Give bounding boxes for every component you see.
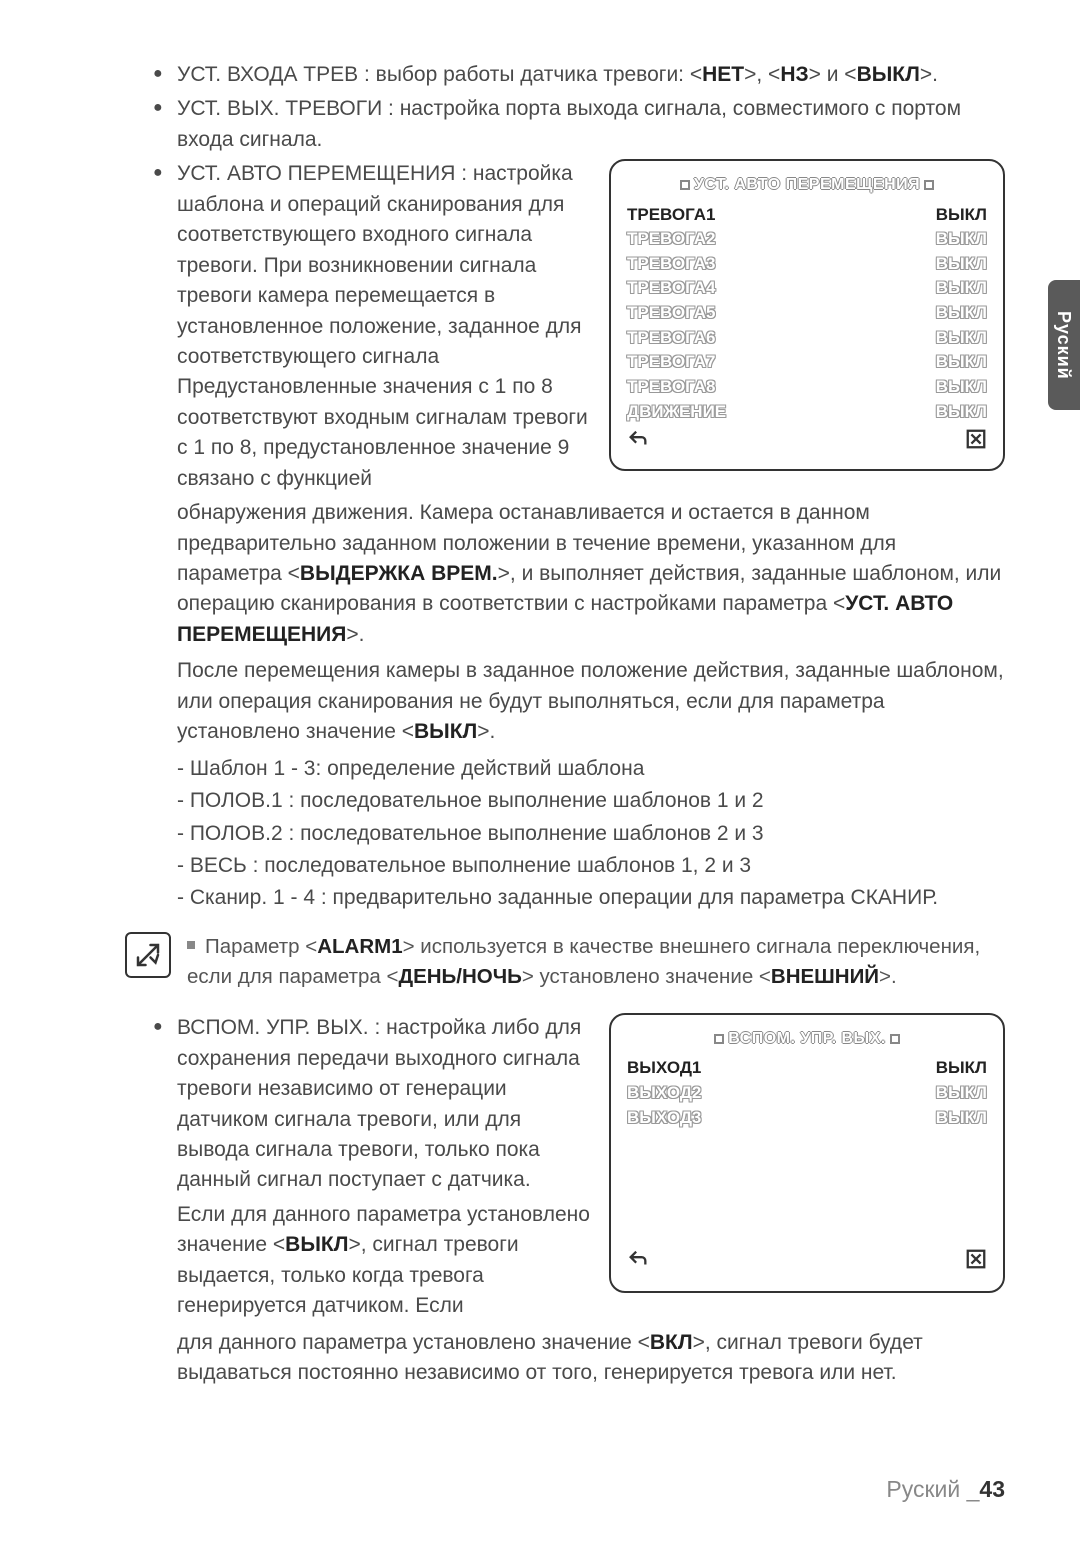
osd-row-value: ВЫКЛ [936,227,987,252]
text: > установлено значение < [522,965,771,988]
list-item: - Шаблон 1 - 3: определение действий шаб… [177,754,1005,784]
paragraph: обнаружения движения. Камера останавлива… [125,498,1005,650]
osd-row-label: ТРЕВОГА1 [627,203,715,228]
text: УСТ. ВХОДА ТРЕВ : выбор работы датчика т… [177,63,702,86]
side-tab: Руский [1048,280,1080,410]
osd-row-value: ВЫКЛ [936,400,987,425]
list-item: - ВЕСЬ : последовательное выполнение шаб… [177,851,1005,881]
bold: НЕТ [702,63,744,86]
list-item: - Сканир. 1 - 4 : предварительно заданны… [177,883,1005,913]
bullet-item: УСТ. АВТО ПЕРЕМЕЩЕНИЯ : настройка шаблон… [125,159,591,494]
text: >. [879,965,897,988]
bullet-item: ВСПОМ. УПР. ВЫХ. : настройка либо для со… [125,1013,591,1196]
bold: НЗ [780,63,808,86]
paragraph: для данного параметра установлено значен… [125,1328,1005,1389]
bold: ALARM1 [317,935,402,958]
osd-row-label: ВЫХОД2 [627,1081,701,1106]
page-footer: Руский _43 [886,1476,1005,1503]
osd-row-label: ТРЕВОГА6 [627,326,715,351]
osd-row-label: ТРЕВОГА7 [627,350,715,375]
osd-row-label: ДВИЖЕНИЕ [627,400,726,425]
note: Параметр <ALARM1> используется в качеств… [125,932,1005,991]
list-item: - ПОЛОВ.1 : последовательное выполнение … [177,786,1005,816]
osd-panel-aux-out: ВСПОМ. УПР. ВЫХ. ВЫХОД1ВЫКЛВЫХОД2ВЫКЛВЫХ… [609,1013,1005,1293]
close-icon [965,428,987,459]
bold: ВНЕШНИЙ [771,965,879,988]
osd-title: ВСПОМ. УПР. ВЫХ. [627,1027,987,1050]
bold: ВЫКЛ [857,63,920,86]
osd-row: ТРЕВОГА4 ВЫКЛ [627,276,987,301]
osd-row-value: ВЫКЛ [936,252,987,277]
paragraph: После перемещения камеры в заданное поло… [125,656,1005,747]
bullet-item: УСТ. ВЫХ. ТРЕВОГИ : настройка порта выхо… [125,94,1005,155]
back-icon [627,1248,649,1279]
osd-row: ТРЕВОГА2 ВЫКЛ [627,227,987,252]
osd-row: ВЫХОД1 ВЫКЛ [627,1056,987,1081]
osd-row: ВЫХОД2 ВЫКЛ [627,1081,987,1106]
osd-row: ВЫХОД3 ВЫКЛ [627,1106,987,1131]
osd-row-label: ТРЕВОГА2 [627,227,715,252]
osd-row-label: ТРЕВОГА4 [627,276,715,301]
osd-row-value: ВЫКЛ [936,326,987,351]
bullet-item: УСТ. ВХОДА ТРЕВ : выбор работы датчика т… [125,60,1005,90]
close-icon [965,1248,987,1279]
osd-row-label: ВЫХОД1 [627,1056,701,1081]
osd-row-value: ВЫКЛ [936,375,987,400]
osd-row-value: ВЫКЛ [936,1056,987,1081]
osd-row-value: ВЫКЛ [936,1081,987,1106]
osd-row: ДВИЖЕНИЕ ВЫКЛ [627,400,987,425]
osd-row-label: ТРЕВОГА5 [627,301,715,326]
list-item: - ПОЛОВ.2 : последовательное выполнение … [177,819,1005,849]
osd-title: УСТ. АВТО ПЕРЕМЕЩЕНИЯ [627,173,987,196]
note-icon [125,932,171,978]
osd-row-label: ВЫХОД3 [627,1106,701,1131]
osd-row: ТРЕВОГА5 ВЫКЛ [627,301,987,326]
osd-row: ТРЕВОГА7 ВЫКЛ [627,350,987,375]
osd-row-value: ВЫКЛ [936,203,987,228]
osd-row-value: ВЫКЛ [936,276,987,301]
paragraph: Если для данного параметра установлено з… [125,1200,591,1322]
text: >. [920,63,938,86]
osd-row-value: ВЫКЛ [936,301,987,326]
osd-panel-auto-move: УСТ. АВТО ПЕРЕМЕЩЕНИЯ ТРЕВОГА1ВЫКЛТРЕВОГ… [609,159,1005,471]
back-icon [627,428,649,459]
text: >, < [744,63,780,86]
osd-row-value: ВЫКЛ [936,350,987,375]
osd-row-label: ТРЕВОГА3 [627,252,715,277]
text: Параметр < [205,935,317,958]
osd-row-value: ВЫКЛ [936,1106,987,1131]
osd-row: ТРЕВОГА8 ВЫКЛ [627,375,987,400]
dash-list: - Шаблон 1 - 3: определение действий шаб… [125,754,1005,914]
osd-row: ТРЕВОГА1 ВЫКЛ [627,203,987,228]
osd-row: ТРЕВОГА6 ВЫКЛ [627,326,987,351]
bold: ДЕНЬ/НОЧЬ [398,965,521,988]
osd-row: ТРЕВОГА3 ВЫКЛ [627,252,987,277]
osd-row-label: ТРЕВОГА8 [627,375,715,400]
note-bullet-icon [187,941,195,949]
text: > и < [809,63,857,86]
